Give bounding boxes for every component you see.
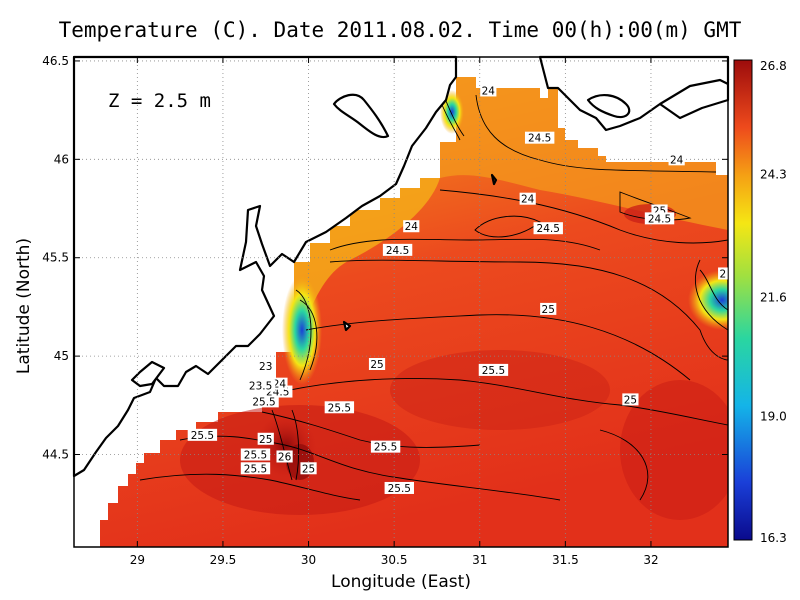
contour-label-box-10 xyxy=(368,357,386,370)
x-tick-label-2: 30 xyxy=(301,553,316,567)
colorbar-tick-label-4: 16.3 xyxy=(760,531,787,545)
contour-label-box-8 xyxy=(382,243,413,256)
colorbar-tick-label-0: 26.8 xyxy=(760,59,787,73)
contour-label-11: 25.5 xyxy=(482,365,505,377)
contour-label-16: 25.5 xyxy=(374,442,397,454)
contour-label-box-0 xyxy=(480,84,497,97)
x-axis-ticks: 29 29.5 30 30.5 31 31.5 32 xyxy=(130,57,659,567)
depth-label: Z = 2.5 m xyxy=(108,90,211,112)
warm-core-mid xyxy=(390,350,610,430)
contour-label-box-24 xyxy=(257,359,274,372)
x-tick-label-6: 32 xyxy=(643,553,658,567)
contour-label-box-11 xyxy=(478,363,509,376)
contour-label-box-18 xyxy=(276,450,293,463)
contour-label-8: 24.5 xyxy=(386,245,409,257)
y-tick-label-0: 44.5 xyxy=(42,448,69,462)
y-tick-label-1: 45 xyxy=(54,349,69,363)
cool-upwelling-east xyxy=(688,270,728,330)
x-axis-label: Longitude (East) xyxy=(331,572,471,592)
contour-label-26: 23.5 xyxy=(249,381,272,393)
contour-label-box-1 xyxy=(524,131,555,144)
colorbar xyxy=(733,59,753,541)
contour-label-box-19 xyxy=(240,462,271,475)
contour-label-box-4 xyxy=(519,192,536,205)
contour-label-18: 26 xyxy=(278,451,292,463)
x-tick-label-3: 30.5 xyxy=(381,553,408,567)
contour-label-box-23 xyxy=(249,395,279,408)
y-tick-label-3: 46 xyxy=(54,152,69,166)
contour-label-13: 25.5 xyxy=(328,402,351,414)
contour-label-4: 24 xyxy=(521,194,535,206)
contour-label-2: 24 xyxy=(670,154,684,166)
contour-label-17: 25.5 xyxy=(244,450,267,462)
colorbar-ticks: 26.8 24.3 21.6 19.0 16.3 xyxy=(760,59,787,545)
contour-labels: 24 24.5 24 24 24 24.5 25 24.5 24.5 25 25 25.5 25 25.5… xyxy=(187,84,728,495)
contour-label-27: 2 xyxy=(720,268,727,280)
contour-label-box-14 xyxy=(187,428,218,441)
contour-label-5: 24.5 xyxy=(537,223,560,235)
contour-label-12: 25 xyxy=(624,394,637,406)
contour-label-14: 25.5 xyxy=(191,430,214,442)
x-tick-label-0: 29 xyxy=(130,553,145,567)
cool-upwelling-west xyxy=(282,275,322,385)
contour-label-20: 25 xyxy=(302,463,315,475)
contour-label-9: 25 xyxy=(542,304,555,316)
contour-label-box-21 xyxy=(384,481,414,494)
contour-label-box-9 xyxy=(540,302,557,315)
contour-label-24: 23 xyxy=(259,361,272,373)
contour-label-box-13 xyxy=(324,401,355,414)
contour-label-15: 25 xyxy=(259,434,272,446)
colorbar-tick-label-1: 24.3 xyxy=(760,167,787,181)
contour-label-box-12 xyxy=(622,393,639,406)
x-tick-label-1: 29.5 xyxy=(210,553,237,567)
sea-western-band xyxy=(294,178,440,330)
contour-label-19: 25.5 xyxy=(244,463,267,475)
chart-title: Temperature (C). Date 2011.08.02. Time 0… xyxy=(58,18,742,42)
colorbar-tick-label-2: 21.6 xyxy=(760,291,787,305)
contour-label-box-16 xyxy=(370,440,401,453)
y-axis-ticks: 44.5 45 45.5 46 46.5 xyxy=(42,54,728,462)
coastline xyxy=(72,55,730,478)
contour-label-box-5 xyxy=(533,222,563,235)
contour-label-0: 24 xyxy=(482,85,496,97)
contour-label-box-15 xyxy=(257,432,274,445)
contour-label-box-2 xyxy=(668,153,685,166)
contour-label-box-7 xyxy=(644,212,675,225)
contour-label-21: 25.5 xyxy=(388,483,411,495)
contour-lines xyxy=(139,94,728,501)
y-tick-label-4: 46.5 xyxy=(42,54,69,68)
contour-label-box-3 xyxy=(403,220,420,233)
contour-label-box-26 xyxy=(245,379,276,392)
colorbar-tick-label-3: 19.0 xyxy=(760,410,787,424)
grid-lines xyxy=(74,57,728,547)
x-tick-label-4: 31 xyxy=(472,553,487,567)
contour-label-box-27 xyxy=(718,267,728,280)
contour-label-23: 25.5 xyxy=(252,396,275,408)
contour-label-box-17 xyxy=(240,448,271,461)
contour-label-box-25 xyxy=(271,377,288,390)
contour-label-3: 24 xyxy=(405,221,419,233)
x-tick-label-5: 31.5 xyxy=(552,553,579,567)
plot-frame xyxy=(73,56,729,548)
y-tick-label-2: 45.5 xyxy=(42,251,69,265)
contour-label-1: 24.5 xyxy=(528,133,551,145)
contour-label-box-20 xyxy=(300,462,317,475)
contour-label-25: 24 xyxy=(273,379,287,391)
y-axis-label: Latitude (North) xyxy=(14,237,34,375)
contour-label-7: 24.5 xyxy=(648,213,671,225)
contour-label-10: 25 xyxy=(370,359,383,371)
sea-coastal-band xyxy=(440,77,728,230)
